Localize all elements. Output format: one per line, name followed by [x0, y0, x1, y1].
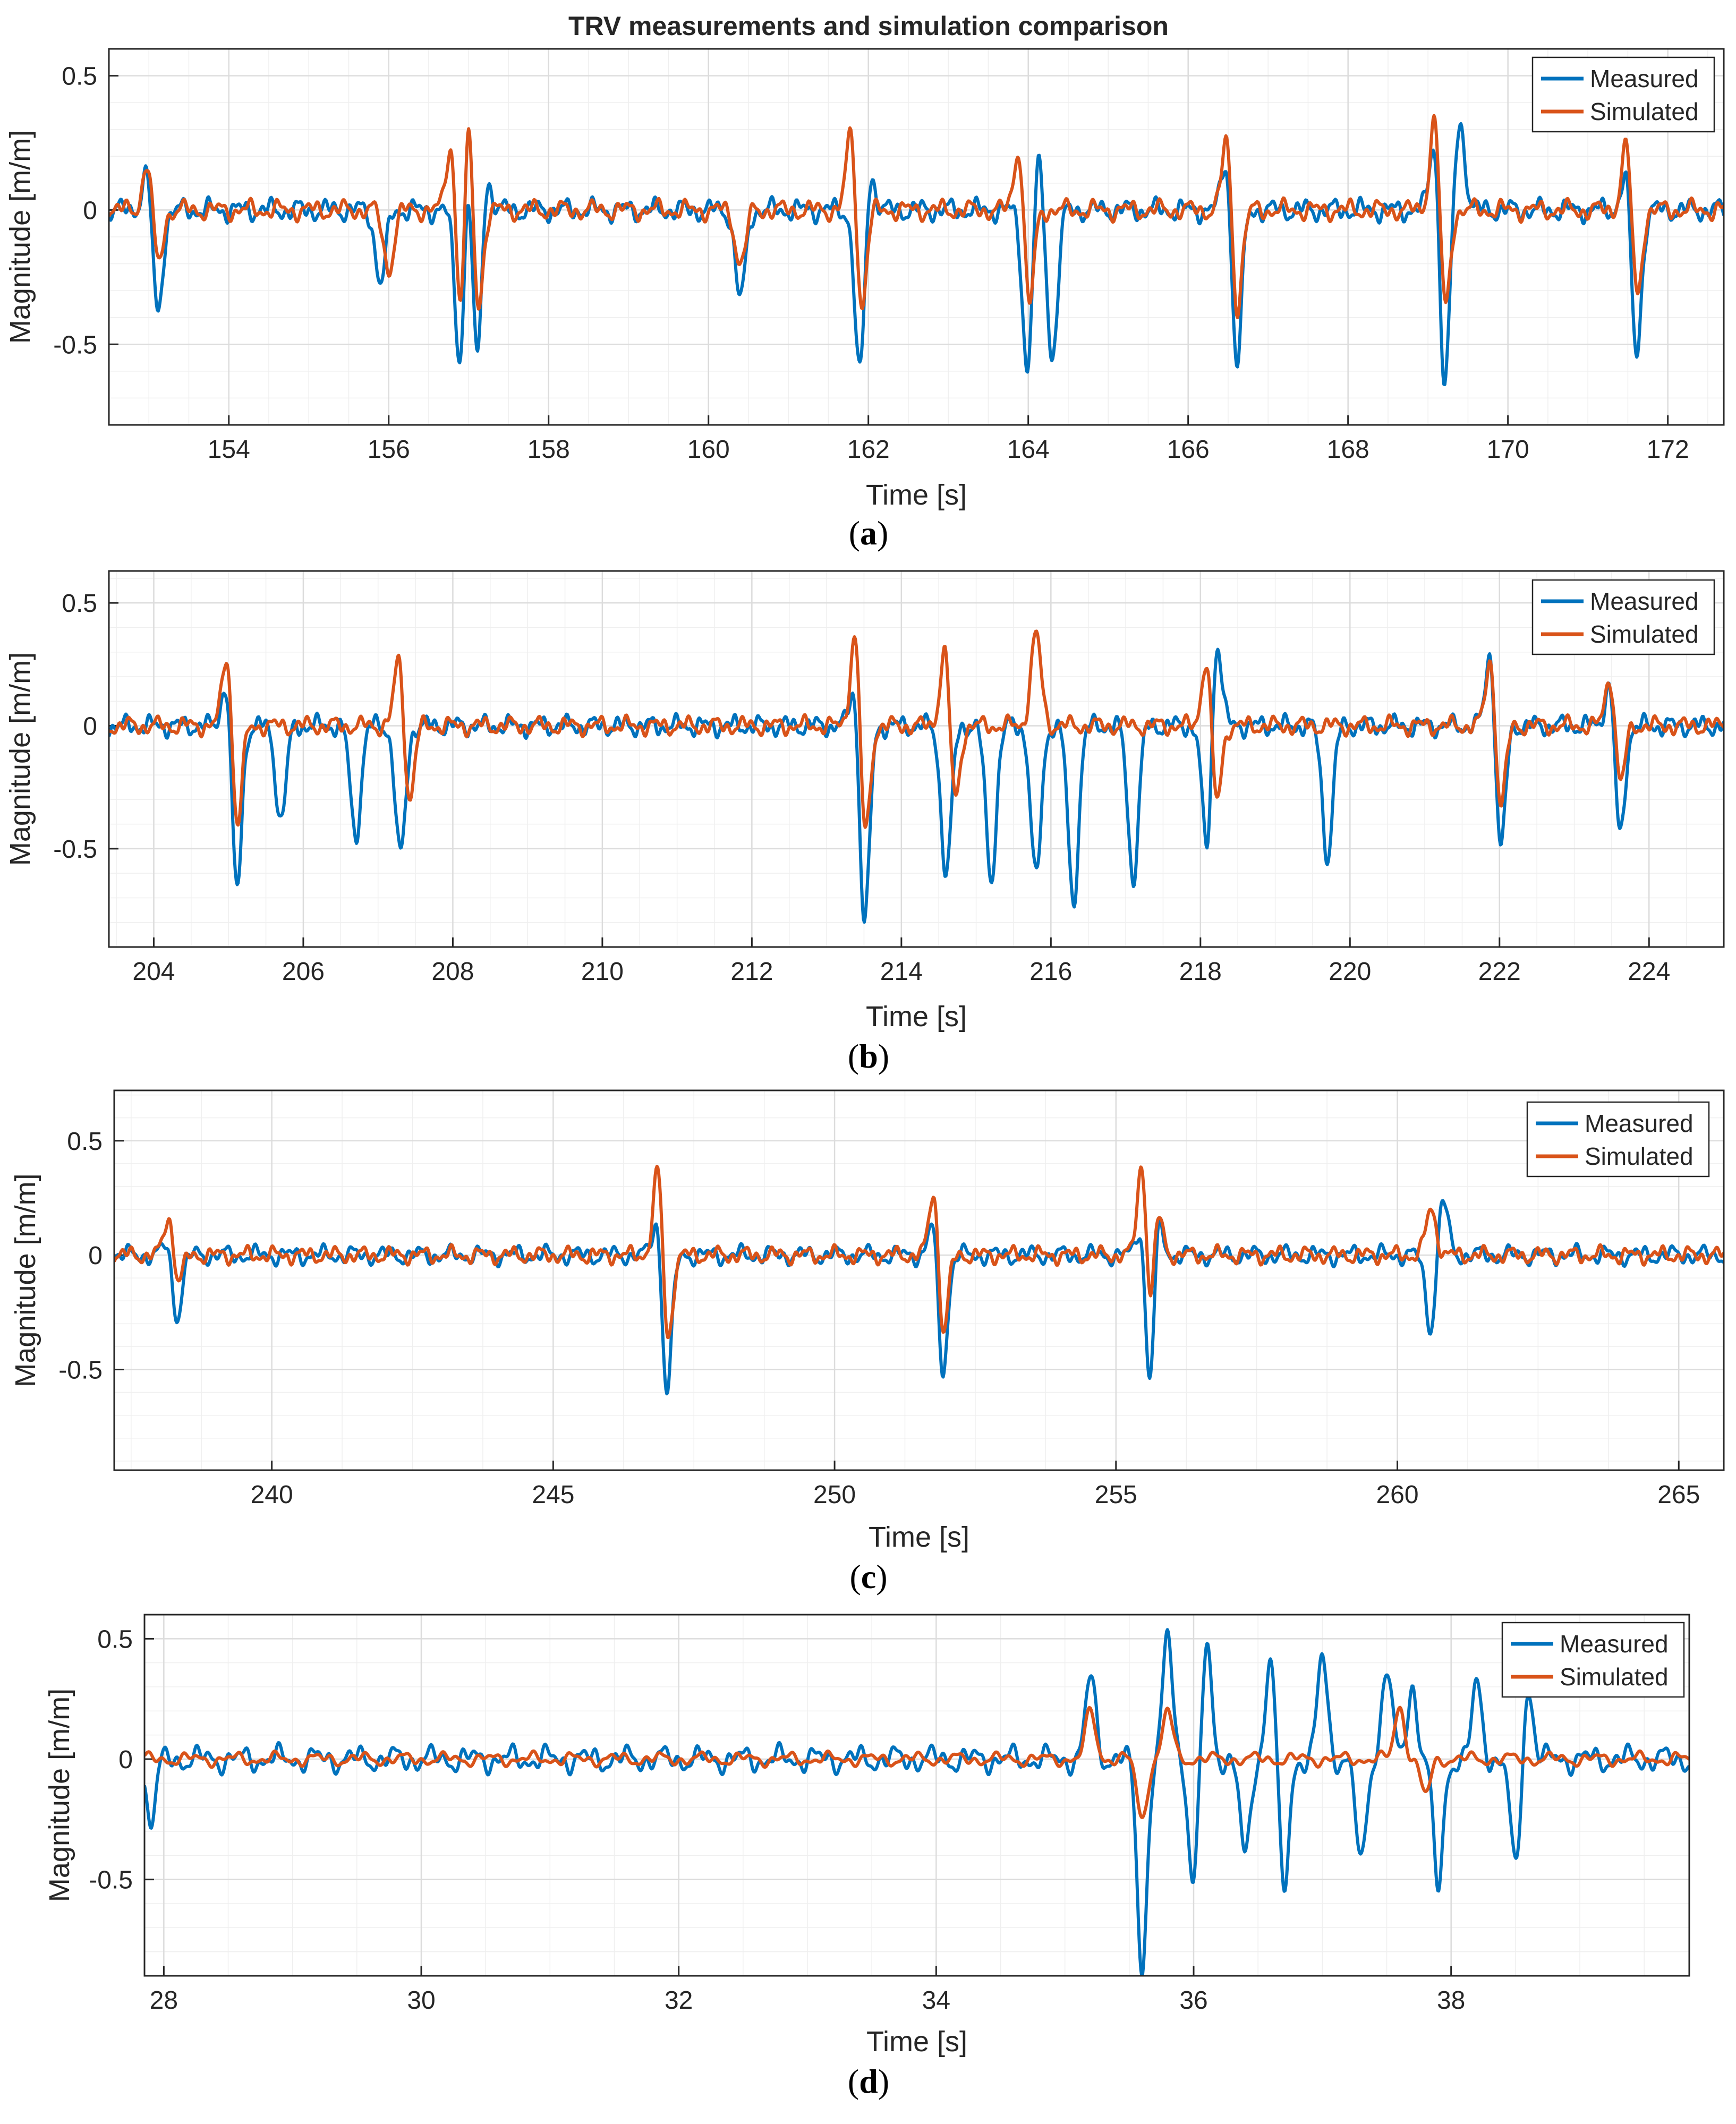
axes-frame: [113, 1089, 1725, 1471]
subplot-panels: 154 156 158 160 162 164 166 168 170 172 -0.5 0 0.5 Me…: [4, 48, 1725, 2100]
series-lines: [109, 114, 1724, 386]
y-tick-label: 0.5: [62, 590, 97, 618]
x-tick-label: 220: [1329, 958, 1371, 986]
x-tick-label: 164: [1007, 436, 1050, 464]
x-tick-label: 218: [1179, 958, 1222, 986]
x-tick-label: 158: [527, 436, 570, 464]
subplot-caption: (a): [849, 514, 889, 552]
x-tick-label: 162: [847, 436, 890, 464]
legend-label-measured: Measured: [1590, 587, 1699, 615]
y-axis-label: Magnitude [m/m]: [4, 130, 36, 344]
series-measured-line: [109, 122, 1724, 386]
legend-label-simulated: Simulated: [1585, 1142, 1694, 1170]
x-tick-label: 216: [1029, 958, 1072, 986]
series-simulated-line: [109, 629, 1724, 829]
legend: Measured Simulated: [1526, 1101, 1710, 1178]
x-tick-label: 210: [581, 958, 624, 986]
x-tick-label: 204: [132, 958, 175, 986]
x-tick-label: 206: [282, 958, 325, 986]
x-tick-label: 32: [665, 1986, 693, 2015]
series-measured-line: [144, 1628, 1689, 1976]
y-axis-label: Magnitude [m/m]: [4, 652, 36, 866]
figure-title: TRV measurements and simulation comparis…: [568, 11, 1169, 41]
x-tick-label: 212: [730, 958, 773, 986]
x-axis-label: Time [s]: [866, 479, 967, 511]
axes-frame: [143, 1614, 1690, 1977]
axes-frame: [108, 48, 1725, 426]
y-axis-label: Magnitude [m/m]: [44, 1688, 75, 1902]
subplot-caption: (b): [848, 1037, 889, 1075]
subplot-a: 154 156 158 160 162 164 166 168 170 172 -0.5 0 0.5 Me…: [4, 48, 1725, 552]
legend-label-simulated: Simulated: [1560, 1663, 1669, 1691]
legend-box: [1501, 1622, 1685, 1698]
series-simulated-line: [114, 1164, 1724, 1340]
legend-label-measured: Measured: [1560, 1630, 1669, 1658]
y-tick-label: 0.5: [67, 1128, 103, 1156]
subplot-b: 204 206 208 210 212 214 216 218 220 222 224 -0.5 0 0.…: [4, 570, 1725, 1075]
y-tick-label: 0: [118, 1746, 133, 1774]
x-tick-label: 34: [922, 1986, 950, 2015]
x-tick-label: 214: [880, 958, 923, 986]
subplot-c: 240 245 250 255 260 265 -0.5 0 0.5 Measured Simula…: [10, 1089, 1725, 1596]
legend-label-simulated: Simulated: [1590, 98, 1699, 125]
y-tick-label: 0.5: [97, 1625, 133, 1653]
legend-label-measured: Measured: [1585, 1110, 1694, 1137]
x-tick-label: 250: [813, 1481, 856, 1509]
legend: Measured Simulated: [1531, 579, 1715, 655]
y-tick-label: -0.5: [89, 1866, 133, 1895]
x-axis-label: Time [s]: [866, 1001, 967, 1033]
y-tick-label: -0.5: [53, 331, 97, 359]
x-tick-label: 245: [532, 1481, 574, 1509]
series-simulated-line: [109, 114, 1724, 319]
series-lines: [109, 629, 1724, 924]
series-measured-line: [114, 1199, 1724, 1396]
x-tick-label: 170: [1487, 436, 1529, 464]
y-tick-label: 0: [83, 713, 97, 741]
series-lines: [114, 1164, 1724, 1396]
axes-frame: [108, 570, 1725, 948]
x-tick-label: 208: [431, 958, 474, 986]
legend-box: [1531, 579, 1715, 655]
x-tick-label: 265: [1657, 1481, 1700, 1509]
legend: Measured Simulated: [1531, 56, 1715, 133]
legend-label-measured: Measured: [1590, 65, 1699, 92]
x-tick-label: 160: [687, 436, 730, 464]
x-tick-label: 154: [208, 436, 250, 464]
subplot-caption: (c): [849, 1558, 887, 1596]
legend: Measured Simulated: [1501, 1622, 1685, 1698]
y-tick-label: -0.5: [58, 1356, 103, 1384]
y-tick-label: 0: [83, 197, 97, 225]
legend-box: [1531, 56, 1715, 133]
subplot-d: 28 30 32 34 36 38 -0.5 0 0.5 Measured Simulated Tim…: [44, 1614, 1690, 2100]
x-tick-label: 240: [251, 1481, 293, 1509]
x-tick-label: 36: [1179, 1986, 1207, 2015]
subplot-caption: (d): [848, 2062, 889, 2100]
x-tick-label: 172: [1647, 436, 1689, 464]
y-tick-label: 0: [88, 1242, 103, 1270]
x-tick-label: 28: [150, 1986, 178, 2015]
x-axis-label: Time [s]: [866, 2026, 967, 2058]
legend-box: [1526, 1101, 1710, 1178]
x-tick-label: 168: [1327, 436, 1369, 464]
series-measured-line: [109, 647, 1724, 924]
x-tick-label: 38: [1437, 1986, 1465, 2015]
x-axis-label: Time [s]: [869, 1521, 969, 1553]
series-simulated-line: [144, 1705, 1689, 1819]
x-tick-label: 156: [368, 436, 410, 464]
y-tick-label: 0.5: [62, 63, 97, 91]
y-axis-label: Magnitude [m/m]: [10, 1173, 41, 1387]
x-tick-label: 222: [1478, 958, 1521, 986]
legend-label-simulated: Simulated: [1590, 620, 1699, 648]
x-tick-label: 30: [407, 1986, 435, 2015]
y-tick-label: -0.5: [53, 835, 97, 864]
x-tick-label: 255: [1095, 1481, 1137, 1509]
x-tick-label: 260: [1376, 1481, 1418, 1509]
series-lines: [144, 1628, 1689, 1976]
x-tick-label: 166: [1167, 436, 1210, 464]
x-tick-label: 224: [1628, 958, 1670, 986]
